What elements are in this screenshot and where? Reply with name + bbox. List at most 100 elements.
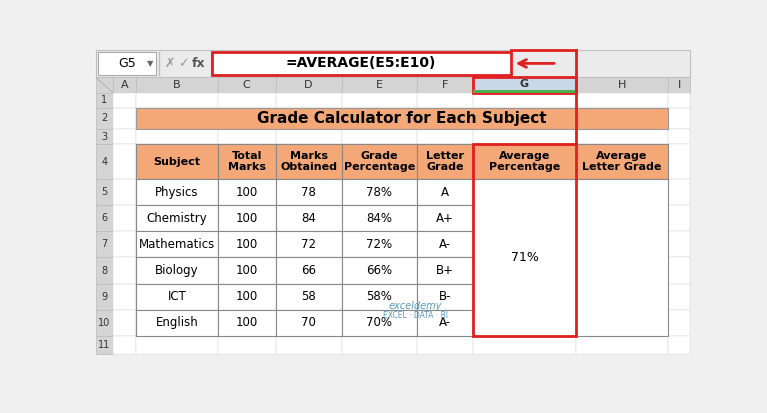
Bar xyxy=(473,77,575,93)
Bar xyxy=(341,144,416,179)
Bar xyxy=(218,310,275,336)
Bar xyxy=(96,310,113,336)
Bar xyxy=(416,93,473,108)
Bar xyxy=(341,310,416,336)
Text: A-: A- xyxy=(439,238,451,251)
Bar xyxy=(341,108,416,129)
Text: Biology: Biology xyxy=(155,264,199,277)
Bar xyxy=(275,336,341,354)
Bar xyxy=(113,310,137,336)
Text: 71%: 71% xyxy=(511,251,538,264)
Text: 100: 100 xyxy=(235,264,258,277)
Bar xyxy=(473,144,575,336)
Bar xyxy=(218,205,275,231)
Text: 1: 1 xyxy=(101,95,107,105)
Bar xyxy=(137,284,218,310)
Text: 8: 8 xyxy=(101,266,107,275)
Bar xyxy=(137,179,218,205)
Bar xyxy=(668,77,690,93)
Bar xyxy=(218,284,275,310)
Bar xyxy=(275,77,341,93)
Bar xyxy=(416,205,473,231)
Bar xyxy=(275,144,341,179)
Bar xyxy=(96,108,113,129)
Text: ✓: ✓ xyxy=(178,57,189,70)
Bar xyxy=(275,284,341,310)
Bar xyxy=(96,77,113,93)
Text: 100: 100 xyxy=(235,316,258,330)
Text: 58%: 58% xyxy=(366,290,392,303)
Text: 70%: 70% xyxy=(366,316,392,330)
Bar xyxy=(575,179,668,205)
Bar xyxy=(96,231,113,257)
Bar xyxy=(416,129,473,144)
Text: 72: 72 xyxy=(301,238,316,251)
Bar xyxy=(575,108,668,129)
Bar xyxy=(218,257,275,284)
Text: 84%: 84% xyxy=(366,212,392,225)
Bar xyxy=(218,231,275,257)
Bar xyxy=(473,284,575,310)
Bar xyxy=(137,284,218,310)
Bar xyxy=(113,257,137,284)
Bar xyxy=(341,257,416,284)
Bar xyxy=(275,231,341,257)
Bar xyxy=(275,205,341,231)
Bar xyxy=(218,129,275,144)
Bar xyxy=(473,205,575,231)
Text: Grade Calculator for Each Subject: Grade Calculator for Each Subject xyxy=(257,111,547,126)
Text: E: E xyxy=(376,80,383,90)
Text: 11: 11 xyxy=(98,340,110,350)
Text: Chemistry: Chemistry xyxy=(146,212,207,225)
Bar xyxy=(113,205,137,231)
Bar xyxy=(137,310,218,336)
Bar xyxy=(137,205,218,231)
Text: 2: 2 xyxy=(101,114,107,123)
Text: 100: 100 xyxy=(235,290,258,303)
Bar xyxy=(275,144,341,179)
Bar xyxy=(275,310,341,336)
Bar xyxy=(416,257,473,284)
Bar xyxy=(473,93,575,108)
Bar xyxy=(137,257,218,284)
Bar xyxy=(575,284,668,310)
Bar xyxy=(341,310,416,336)
Bar xyxy=(218,144,275,179)
Text: 84: 84 xyxy=(301,212,316,225)
Bar xyxy=(137,231,218,257)
Text: Mathematics: Mathematics xyxy=(139,238,215,251)
Bar xyxy=(473,336,575,354)
Bar xyxy=(575,144,668,179)
Bar xyxy=(137,144,218,179)
Bar xyxy=(218,144,275,179)
Text: 58: 58 xyxy=(301,290,316,303)
Text: Marks
Obtained: Marks Obtained xyxy=(280,151,337,172)
Bar xyxy=(575,310,668,336)
Text: 6: 6 xyxy=(101,213,107,223)
Bar xyxy=(416,179,473,205)
Bar xyxy=(473,90,575,93)
Text: ✗: ✗ xyxy=(164,57,175,70)
Bar xyxy=(473,231,575,257)
Text: Average
Letter Grade: Average Letter Grade xyxy=(582,151,661,172)
Bar xyxy=(96,336,113,354)
Bar xyxy=(113,129,137,144)
Bar xyxy=(96,205,113,231)
Text: English: English xyxy=(156,316,198,330)
Text: B-: B- xyxy=(439,290,451,303)
Bar xyxy=(113,144,137,179)
Bar xyxy=(275,93,341,108)
Bar xyxy=(575,205,668,231)
Bar xyxy=(275,205,341,231)
Bar xyxy=(137,310,218,336)
Bar xyxy=(473,108,575,129)
Bar xyxy=(416,284,473,310)
Bar xyxy=(341,144,416,179)
Bar xyxy=(473,144,575,179)
Text: =AVERAGE(E5:E10): =AVERAGE(E5:E10) xyxy=(286,57,436,71)
Bar xyxy=(218,257,275,284)
Bar xyxy=(341,336,416,354)
Text: Letter
Grade: Letter Grade xyxy=(426,151,464,172)
Bar xyxy=(137,108,668,129)
Bar xyxy=(137,144,218,179)
